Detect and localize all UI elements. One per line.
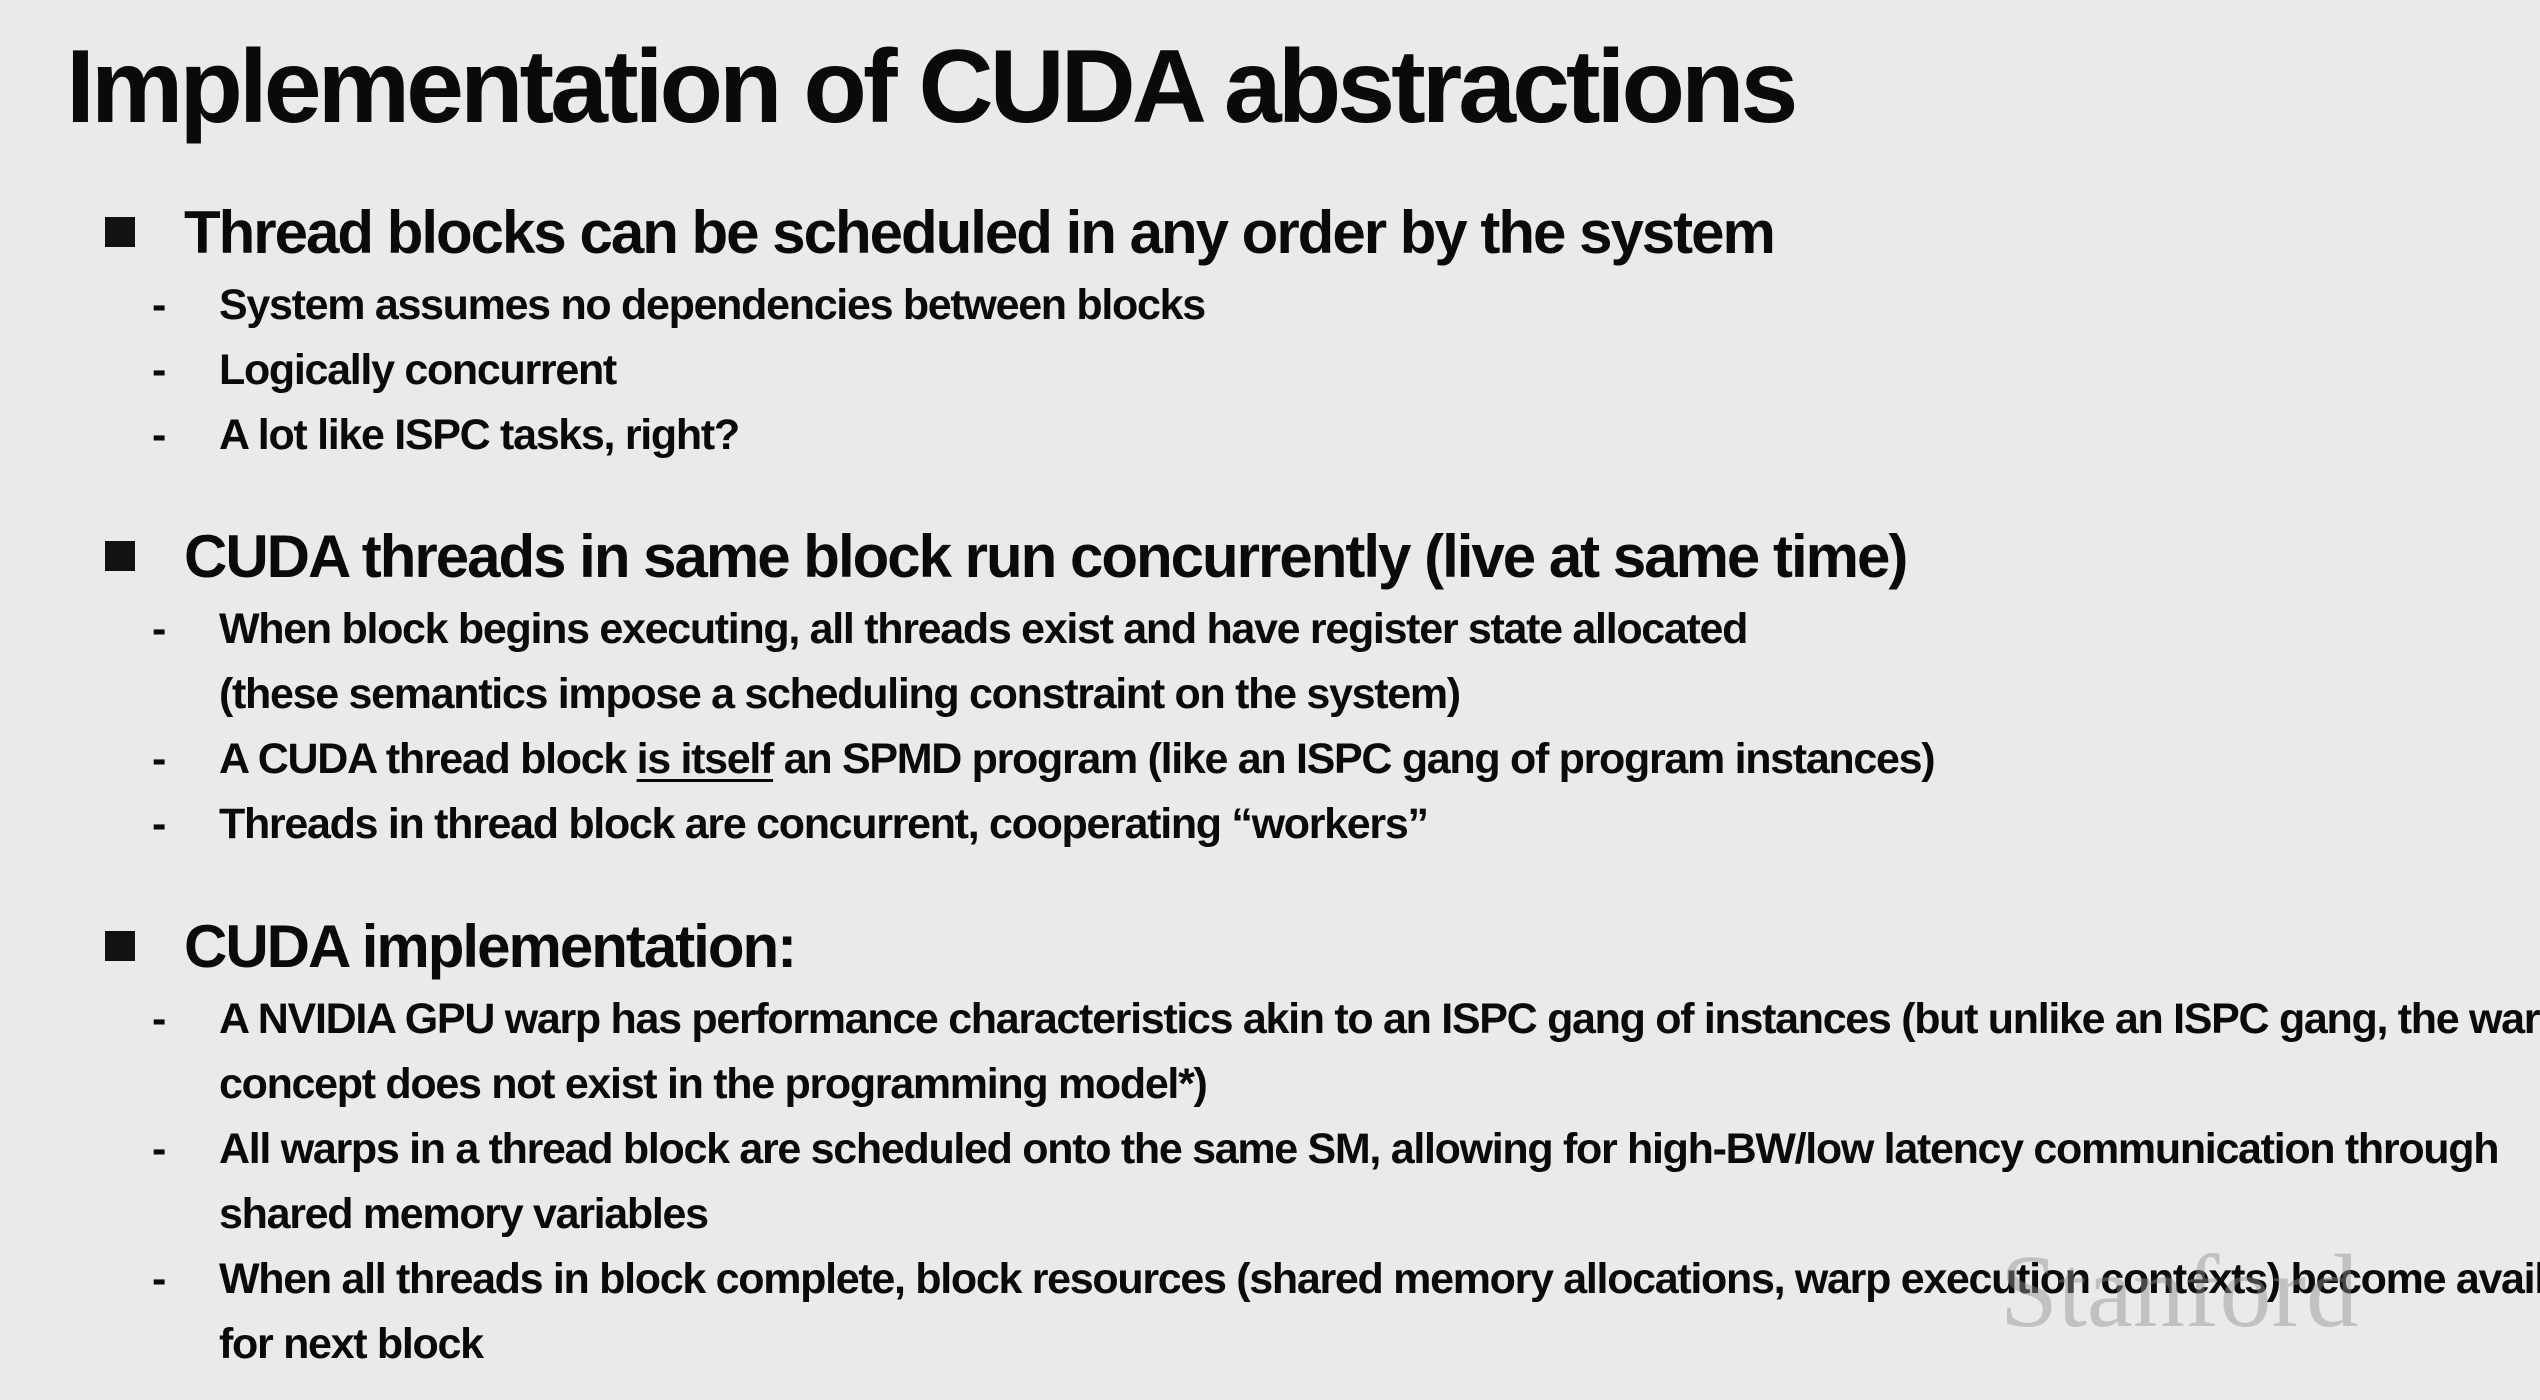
section-heading: CUDA threads in same block run concurren… <box>184 523 1908 590</box>
sub-bullet-text-continued: (these semantics impose a scheduling con… <box>219 670 1461 718</box>
sub-bullet-text-continued: shared memory variables <box>219 1190 709 1238</box>
square-bullet-icon <box>105 217 135 247</box>
section-heading-row: CUDA threads in same block run concurren… <box>0 517 2540 597</box>
sub-bullet-list: - A NVIDIA GPU warp has performance char… <box>0 987 2540 1377</box>
section-heading: Thread blocks can be scheduled in any or… <box>184 199 1776 266</box>
square-bullet-icon <box>105 541 135 571</box>
section-thread-blocks: Thread blocks can be scheduled in any or… <box>0 193 2540 468</box>
dash-bullet-icon: - <box>152 605 166 653</box>
sub-bullet-text: Logically concurrent <box>219 346 617 394</box>
sub-bullet-text: A lot like ISPC tasks, right? <box>219 411 740 459</box>
sub-bullet-text: A NVIDIA GPU warp has performance charac… <box>219 995 2540 1043</box>
sub-bullet: - When all threads in block complete, bl… <box>0 1247 2540 1377</box>
sub-bullet-text-continued: concept does not exist in the programmin… <box>219 1060 1208 1108</box>
slide-title: Implementation of CUDA abstractions <box>66 29 1798 145</box>
sub-bullet: - A CUDA thread block is itself an SPMD … <box>0 727 2540 792</box>
sub-bullet-text: All warps in a thread block are schedule… <box>219 1125 2500 1173</box>
sub-bullet: - All warps in a thread block are schedu… <box>0 1117 2540 1247</box>
dash-bullet-icon: - <box>152 1125 166 1173</box>
sub-bullet-text-continued: for next block <box>219 1320 484 1368</box>
sub-bullet: - When block begins executing, all threa… <box>0 597 2540 727</box>
section-heading-row: CUDA implementation: <box>0 907 2540 987</box>
section-heading: CUDA implementation: <box>184 913 797 980</box>
dash-bullet-icon: - <box>152 995 166 1043</box>
emphasized-text: is itself <box>636 735 775 783</box>
dash-bullet-icon: - <box>152 411 166 459</box>
sub-bullet: - A NVIDIA GPU warp has performance char… <box>0 987 2540 1117</box>
dash-bullet-icon: - <box>152 1255 166 1303</box>
section-heading-row: Thread blocks can be scheduled in any or… <box>0 193 2540 273</box>
stanford-watermark: Stanford <box>2000 1234 2359 1349</box>
sub-bullet-list: - When block begins executing, all threa… <box>0 597 2540 857</box>
dash-bullet-icon: - <box>152 346 166 394</box>
sub-bullet-text: System assumes no dependencies between b… <box>219 281 1206 329</box>
sub-bullet-text: When all threads in block complete, bloc… <box>219 1255 2540 1303</box>
sub-bullet-text: A CUDA thread block <box>219 735 637 783</box>
sub-bullet-text: When block begins executing, all threads… <box>219 605 1748 653</box>
dash-bullet-icon: - <box>152 735 166 783</box>
sub-bullet-text: Threads in thread block are concurrent, … <box>219 800 1429 848</box>
sub-bullet: - A lot like ISPC tasks, right? <box>0 403 2540 468</box>
sub-bullet: - System assumes no dependencies between… <box>0 273 2540 338</box>
sub-bullet: - Threads in thread block are concurrent… <box>0 792 2540 857</box>
dash-bullet-icon: - <box>152 281 166 329</box>
sub-bullet-text: an SPMD program (like an ISPC gang of pr… <box>773 735 1936 783</box>
square-bullet-icon <box>105 931 135 961</box>
sub-bullet: - Logically concurrent <box>0 338 2540 403</box>
section-cuda-implementation: CUDA implementation: - A NVIDIA GPU warp… <box>0 907 2540 1377</box>
dash-bullet-icon: - <box>152 800 166 848</box>
sub-bullet-list: - System assumes no dependencies between… <box>0 273 2540 468</box>
section-cuda-threads: CUDA threads in same block run concurren… <box>0 517 2540 857</box>
